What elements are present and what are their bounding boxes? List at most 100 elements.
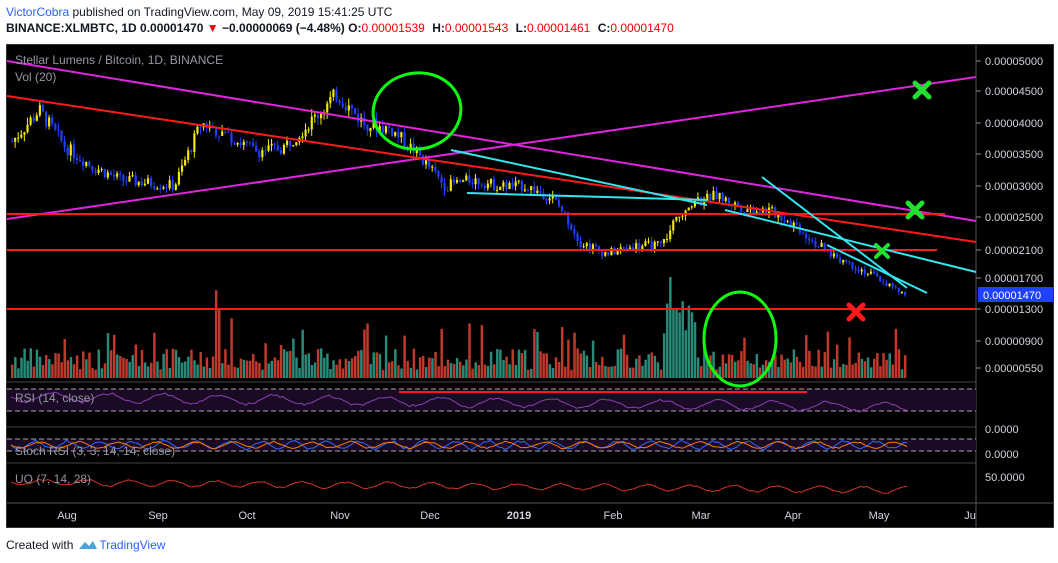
- candle-body: [526, 189, 530, 191]
- close-label: C:: [597, 21, 611, 35]
- footer: Created with TradingView: [6, 538, 165, 552]
- candle-body: [140, 181, 143, 186]
- candle-body: [474, 178, 477, 185]
- candle-body: [514, 181, 517, 187]
- volume-bar: [459, 361, 462, 378]
- volume-bar: [131, 355, 134, 378]
- candle-body: [842, 260, 845, 263]
- magenta-downtrend-line: [7, 60, 977, 222]
- volume-bar: [607, 366, 610, 378]
- author-link[interactable]: VictorCobra: [6, 5, 70, 19]
- volume-bar: [471, 368, 474, 378]
- candle-body: [14, 137, 17, 142]
- candle-body: [480, 184, 483, 186]
- volume-bar: [798, 361, 802, 378]
- volume-bar: [242, 359, 246, 378]
- volume-bar: [230, 318, 233, 378]
- candle-body: [863, 269, 866, 274]
- candle-body: [897, 287, 900, 292]
- volume-bar: [520, 353, 524, 378]
- volume-bar: [795, 356, 799, 378]
- candle-body: [628, 247, 632, 250]
- candle-body: [548, 198, 551, 201]
- volume-bar: [112, 334, 116, 378]
- volume-bar: [304, 354, 307, 378]
- volume-bar: [483, 364, 487, 378]
- candle-body: [103, 169, 106, 178]
- volume-bar: [323, 357, 326, 378]
- price-chart[interactable]: Stellar Lumens / Bitcoin, 1D, BINANCE Vo…: [7, 45, 1053, 527]
- candle-body: [591, 244, 595, 251]
- volume-bar: [777, 366, 780, 378]
- candle-body: [733, 202, 737, 206]
- candle-body: [82, 161, 85, 166]
- volume-bar: [505, 356, 508, 378]
- candle-body: [316, 114, 320, 119]
- candle-body: [638, 243, 641, 250]
- candle-body: [758, 211, 761, 213]
- volume-bar: [758, 367, 762, 378]
- price-tick-label: 0.00001700: [985, 273, 1043, 285]
- volume-bar: [273, 357, 277, 378]
- candle-body: [258, 151, 261, 158]
- volume-bar: [264, 343, 267, 378]
- time-tick-label: Feb: [604, 510, 623, 522]
- down-arrow-icon: ▼: [206, 21, 219, 35]
- volume-bar: [279, 344, 283, 378]
- tradingview-cloud-icon: [79, 541, 98, 549]
- candle-body: [313, 114, 316, 117]
- price-axis: 0.00005000 0.00004500 0.00004000 0.00003500…: [976, 56, 1043, 375]
- volume-bar: [218, 308, 221, 378]
- tradingview-logo[interactable]: TradingView: [77, 538, 165, 552]
- volume-bar: [341, 368, 345, 378]
- candle-body: [520, 180, 523, 191]
- volume-bar: [66, 360, 70, 378]
- candle-body: [425, 160, 428, 165]
- candle-body: [134, 175, 137, 185]
- chart-area[interactable]: Stellar Lumens / Bitcoin, 1D, BINANCE Vo…: [6, 44, 1054, 528]
- volume-bar: [292, 338, 295, 378]
- volume-bar: [199, 352, 202, 378]
- volume-bar: [446, 359, 450, 378]
- candle-body: [437, 171, 440, 177]
- volume-bar: [431, 358, 434, 378]
- candle-body: [894, 286, 897, 288]
- volume-bar: [63, 339, 66, 378]
- candle-body: [672, 220, 675, 231]
- candle-body: [585, 243, 588, 247]
- candle-body: [789, 220, 792, 227]
- candle-body: [381, 126, 384, 133]
- volume-bar: [338, 359, 341, 378]
- candle-body: [397, 131, 400, 138]
- candle-body: [125, 180, 128, 182]
- volume-bar: [579, 353, 582, 378]
- volume-bar: [289, 350, 292, 378]
- candle-body: [270, 143, 273, 146]
- candle-body: [171, 180, 174, 190]
- magenta-uptrend-line: [7, 76, 977, 220]
- candle-body: [341, 103, 344, 108]
- volume-bar: [88, 352, 91, 378]
- candle-body: [610, 248, 613, 256]
- volume-bar: [477, 365, 481, 378]
- candle-body: [344, 107, 347, 111]
- time-tick-label: Oct: [238, 510, 255, 522]
- price-tick-label: 0.00003000: [985, 181, 1043, 193]
- volume-bar: [811, 365, 814, 378]
- candle-body: [131, 175, 134, 177]
- candle-body: [511, 183, 514, 187]
- volume-bar: [554, 357, 558, 378]
- candle-body: [301, 136, 304, 138]
- volume-bar: [604, 366, 607, 378]
- created-with-label: Created with: [6, 538, 74, 552]
- volume-bar: [344, 358, 348, 378]
- volume-bar: [727, 354, 731, 378]
- candle-body: [882, 281, 885, 283]
- candle-body: [706, 193, 709, 202]
- candle-body: [718, 192, 721, 200]
- high-value: 0.00001543: [444, 21, 509, 35]
- candle-body: [496, 189, 499, 191]
- candle-body: [66, 147, 69, 156]
- volume-bar: [51, 364, 54, 378]
- candle-body: [570, 224, 573, 230]
